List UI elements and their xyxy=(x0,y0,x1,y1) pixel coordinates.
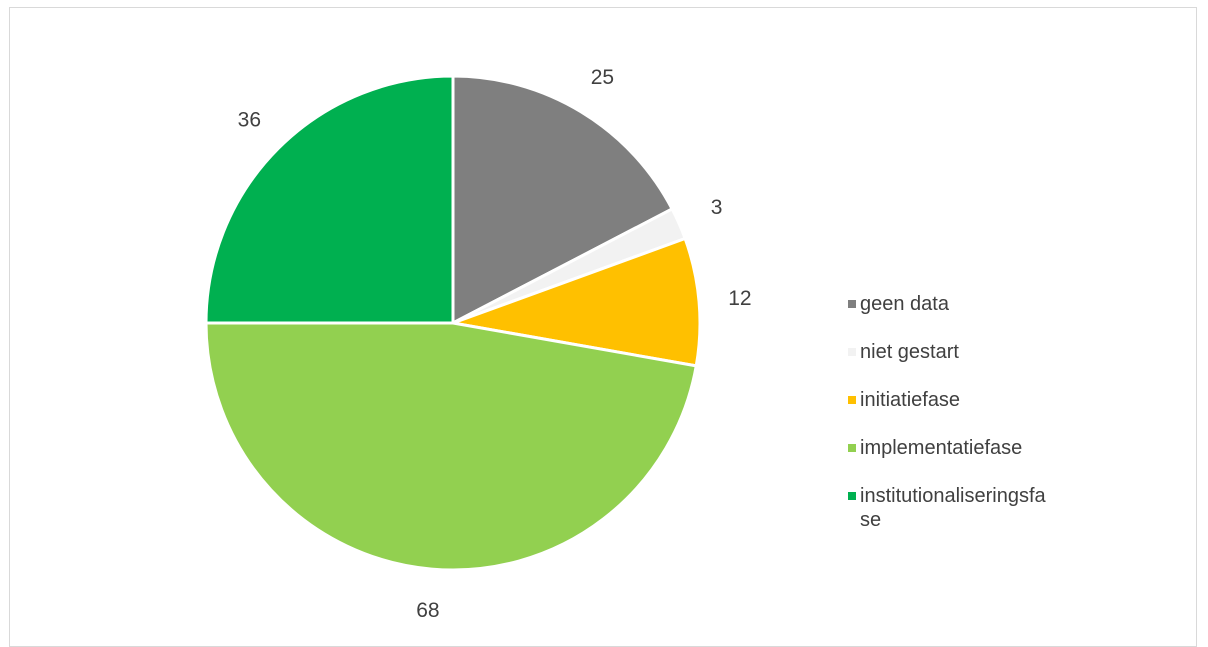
legend-label: implementatiefase xyxy=(860,437,1023,459)
data-label-niet-gestart: 3 xyxy=(711,196,723,219)
legend-item-initiatiefase: initiatiefase xyxy=(848,388,1058,436)
legend: geen data niet gestart initiatiefase imp… xyxy=(848,292,1058,544)
legend-swatch-initiatiefase xyxy=(848,396,856,404)
legend-item-implementatiefase: implementatiefase xyxy=(848,436,1058,484)
data-label-institutionaliseringsfase: 36 xyxy=(238,108,261,131)
legend-label: initiatiefase xyxy=(860,389,961,411)
data-label-geen-data: 25 xyxy=(591,66,614,89)
legend-label: institutionaliseringsfa se xyxy=(860,485,1046,531)
legend-item-geen-data: geen data xyxy=(848,292,1058,340)
data-label-implementatiefase: 68 xyxy=(416,599,439,622)
legend-swatch-niet-gestart xyxy=(848,348,856,356)
pie-slice-geen-data xyxy=(451,74,674,325)
legend-item-institutionaliseringsfase: institutionaliseringsfa se xyxy=(848,484,1058,544)
legend-item-niet-gestart: niet gestart xyxy=(848,340,1058,388)
legend-swatch-institutionaliseringsfase xyxy=(848,492,856,500)
data-label-initiatiefase: 12 xyxy=(728,287,751,310)
pie-slice-initiatiefase xyxy=(451,237,702,368)
legend-swatch-geen-data xyxy=(848,300,856,308)
legend-label: niet gestart xyxy=(860,341,959,363)
legend-swatch-implementatiefase xyxy=(848,444,856,452)
pie-slice-implementatiefase xyxy=(204,321,698,572)
legend-label: geen data xyxy=(860,293,949,315)
pie-slice-institutionaliseringsfase xyxy=(204,74,455,325)
